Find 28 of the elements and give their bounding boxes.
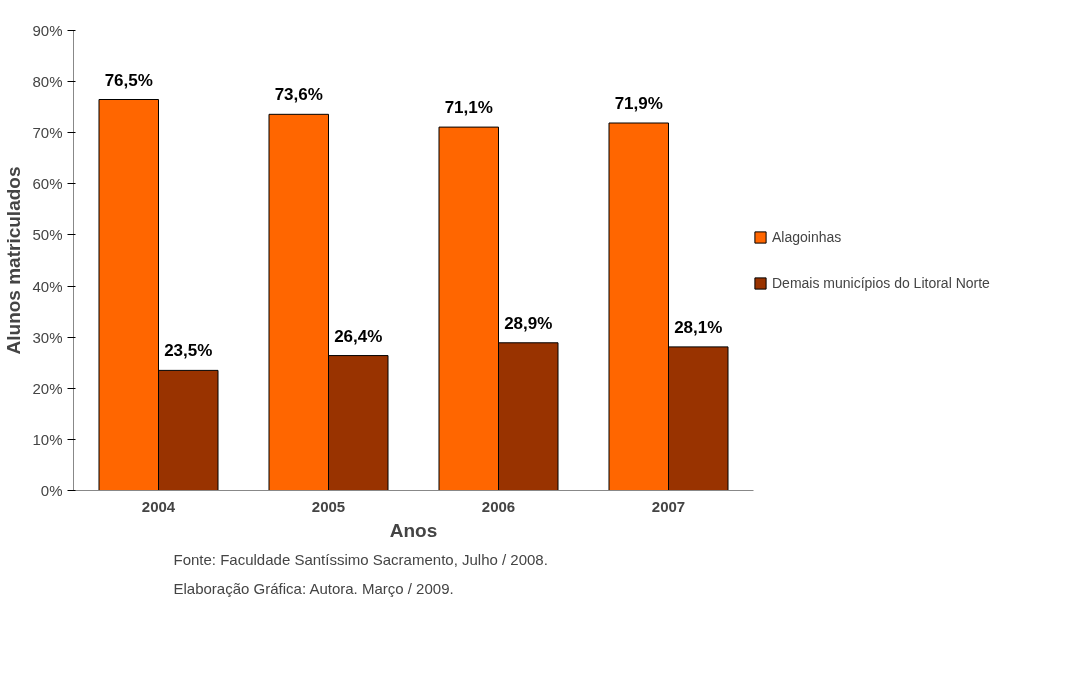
- x-tick-label: 2006: [481, 497, 516, 515]
- data-label: 71,1%: [444, 98, 493, 118]
- data-label: 26,4%: [334, 326, 383, 346]
- y-axis-title: Alunos matriculados: [3, 166, 25, 355]
- y-tick-label: 0%: [40, 482, 63, 499]
- y-tick-label: 40%: [32, 277, 63, 295]
- data-label: 28,9%: [504, 313, 553, 333]
- y-tick-label: 70%: [32, 124, 63, 142]
- x-axis-title: Anos: [389, 519, 438, 541]
- x-tick-label: 2007: [651, 497, 686, 515]
- y-tick-label: 80%: [32, 73, 63, 91]
- y-tick-label: 50%: [32, 226, 63, 244]
- data-label: 28,1%: [674, 317, 723, 337]
- legend-label: Demais municípios do Litoral Norte: [772, 275, 990, 291]
- y-tick-label: 30%: [32, 328, 63, 346]
- source-note: Fonte: Faculdade Santíssimo Sacramento, Julho / 2008.: [173, 550, 548, 568]
- text: Elaboração Gráfica: Autora. Março / 2009.: [173, 579, 454, 597]
- legend-label: Alagoinhas: [772, 229, 842, 245]
- y-tick-label: 10%: [32, 430, 63, 448]
- x-tick-label: 2005: [311, 497, 346, 515]
- x-tick-label: 2004: [141, 497, 176, 515]
- data-label: 73,6%: [274, 85, 323, 105]
- y-tick-label: 60%: [32, 175, 63, 193]
- data-label: 23,5%: [164, 341, 213, 361]
- data-label: 71,9%: [614, 94, 663, 114]
- y-tick-label: 20%: [32, 379, 63, 397]
- y-tick-label: 90%: [32, 22, 63, 39]
- data-label: 76,5%: [104, 70, 153, 90]
